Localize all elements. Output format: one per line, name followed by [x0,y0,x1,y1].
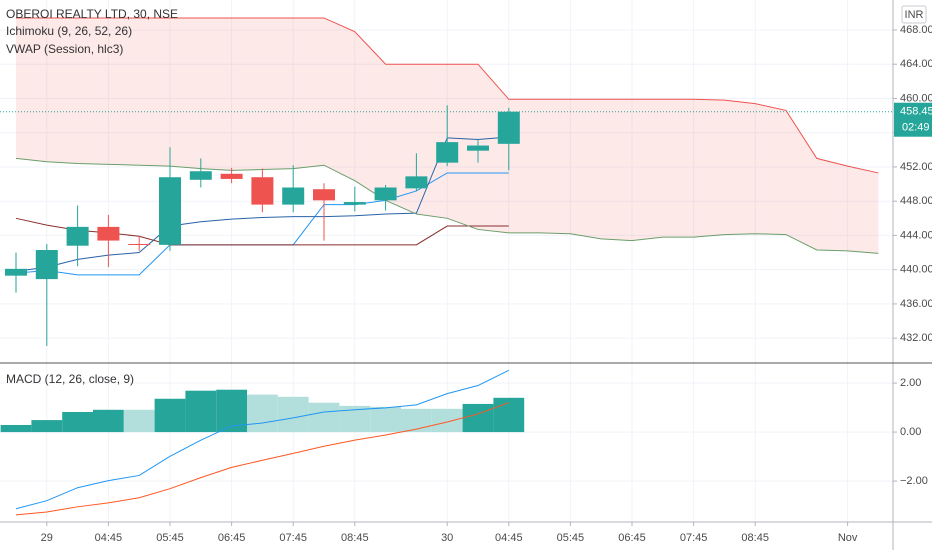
y-tick-label: 2.00 [900,377,921,389]
y-tick-label: 452.00 [900,161,932,173]
x-tick-label: 06:45 [618,532,646,544]
histogram-bar [277,396,309,433]
y-tick-label: 444.00 [900,229,932,241]
indicator-line [15,369,510,510]
candle-body [189,171,212,180]
candle-body [374,187,397,201]
y-tick-label: 464.00 [900,58,932,70]
y-tick-label: 468.00 [900,24,932,36]
histogram-bar [370,406,401,433]
indicator-line [15,157,879,254]
histogram-bar [31,420,63,433]
last-price-label: 458.45 [900,106,932,118]
currency[interactable]: INR [905,9,924,21]
y-tick-label: −2.00 [900,475,928,487]
x-tick-label: 30 [441,532,453,544]
histogram-bar [0,424,32,433]
y-tick-label: 0.00 [900,426,921,438]
legend-entry: VWAP (Session, hlc3) [6,42,123,56]
histogram-bar [62,411,93,433]
chart-title: OBEROI REALTY LTD, 30, NSE [6,7,178,21]
y-tick-label: 436.00 [900,298,932,310]
histogram-bar [154,398,186,433]
currency-box[interactable] [901,5,927,24]
candle-body [313,189,335,201]
candle-body [467,145,489,151]
candle-body [97,226,120,241]
candle-body [5,268,27,276]
x-tick-label: 07:45 [680,532,708,544]
histogram-bar [185,390,217,433]
histogram-bar [431,408,463,433]
candle-body [343,202,366,205]
histogram-bar [462,403,494,433]
candle-body [436,142,459,163]
candle-body [128,243,151,245]
histogram-bar [93,409,124,433]
x-tick-label: 04:45 [95,532,123,544]
candle-body [497,111,520,144]
x-tick-label: 29 [41,532,53,544]
countdown: 02:49 [902,122,930,134]
x-tick-label: 08:45 [341,532,369,544]
y-tick-label: 460.00 [900,92,932,104]
legend-entry: MACD (12, 26, close, 9) [6,372,134,386]
candle-body [66,226,89,246]
histogram-bar [308,402,340,433]
x-tick-label: 08:45 [741,532,769,544]
x-tick-label: 04:45 [495,532,523,544]
indicator-line [15,402,509,516]
y-tick-label: 448.00 [900,195,932,207]
histogram-bar [247,394,278,433]
y-tick-label: 432.00 [900,332,932,344]
x-tick-label: Nov [838,532,858,544]
candle-body [159,177,181,245]
indicator-line [16,17,879,174]
candle-body [220,173,243,179]
histogram-bar [123,409,155,433]
plot [0,17,893,516]
histogram-bar [493,397,525,433]
axes: 432.00436.00440.00444.00448.00452.00456.… [41,24,932,544]
x-tick-label: 07:45 [279,532,307,544]
x-tick-label: 05:45 [156,532,184,544]
legend-entry: Ichimoku (9, 26, 52, 26) [6,24,132,38]
x-tick-label: 05:45 [557,532,585,544]
candle-body [282,187,305,205]
candle-body [405,176,428,189]
x-tick-label: 06:45 [218,532,246,544]
candle-body [251,177,274,205]
histogram-bar [401,408,432,433]
candle-body [35,249,58,280]
last-price-box [894,102,932,137]
y-tick-label: 440.00 [900,264,932,276]
